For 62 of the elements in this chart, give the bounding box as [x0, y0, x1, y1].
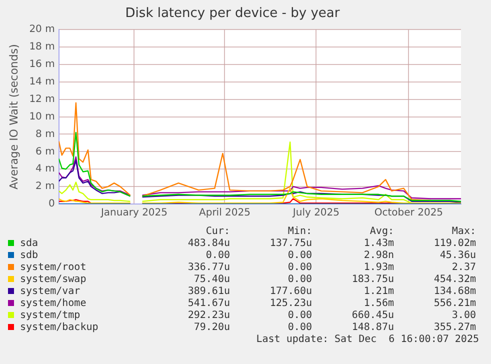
y-tick-label: 6 m	[36, 146, 55, 158]
x-tick-label: October 2025	[374, 208, 444, 219]
legend-label: system/var	[19, 286, 82, 298]
text: 389.61u	[186, 286, 230, 298]
text: 3.00	[450, 310, 476, 322]
y-tick-label: 0	[48, 198, 55, 210]
text: 483.84u	[186, 238, 230, 250]
text: Min:	[286, 226, 312, 238]
text: 79.20u	[192, 322, 230, 334]
text: 541.67u	[186, 298, 230, 310]
y-tick-label: 2 m	[36, 181, 55, 192]
text: Last update: Sat Dec 6 16:00:07 2025	[256, 334, 479, 345]
x-tick-label: April 2025	[198, 208, 250, 219]
text: Max:	[450, 226, 476, 238]
text: 556.21m	[432, 298, 476, 310]
legend-label: system/tmp	[19, 310, 82, 322]
legend-label: system/root	[19, 262, 88, 274]
text: 2.98n	[362, 250, 394, 262]
text: 336.77u	[186, 262, 230, 274]
text: 0.00	[286, 322, 312, 334]
text: 0.00	[286, 274, 312, 286]
legend-label: system/home	[19, 298, 88, 310]
text: 137.75u	[268, 238, 312, 250]
y-tick-label: 18 m	[29, 42, 55, 53]
text: 125.23u	[268, 298, 312, 310]
chart-title: Disk latency per device - by year	[125, 6, 340, 22]
text: 45.36u	[438, 250, 476, 262]
y-tick-label: 16 m	[29, 59, 55, 70]
text: 292.23u	[186, 310, 230, 322]
text: 0.00	[286, 310, 312, 322]
text: 2.37	[450, 262, 476, 274]
y-tick-label: 12 m	[29, 94, 55, 105]
legend-label: sdb	[19, 250, 40, 262]
x-tick-label: July 2025	[292, 208, 340, 219]
text: 1.21m	[362, 286, 394, 298]
text: 0.00	[286, 250, 312, 262]
y-tick-label: 20 m	[29, 24, 55, 36]
text: 75.40u	[192, 274, 230, 286]
text: 119.02m	[432, 238, 476, 250]
text: 1.93m	[362, 262, 394, 274]
y-tick-label: 14 m	[29, 76, 55, 88]
y-axis-title: Average IO Wait (seconds)	[7, 44, 20, 190]
text: 177.60u	[268, 286, 312, 298]
x-tick-label: January 2025	[100, 208, 168, 219]
text: 183.75u	[350, 274, 394, 286]
legend-label: sda	[19, 238, 40, 250]
text: 148.87u	[350, 322, 394, 334]
text: 134.68m	[432, 286, 476, 298]
text: 454.32m	[432, 274, 476, 286]
text: 0.00	[286, 262, 312, 274]
text: Avg:	[368, 226, 394, 238]
text: Cur:	[204, 226, 230, 238]
legend-label: system/swap	[19, 274, 88, 286]
text: 355.27m	[432, 322, 476, 334]
text: 1.56m	[362, 298, 394, 310]
y-tick-label: 10 m	[29, 111, 55, 122]
y-tick-label: 4 m	[36, 164, 55, 175]
text: 0.00	[204, 250, 230, 262]
text: 660.45u	[350, 310, 394, 322]
y-tick-label: 8 m	[36, 128, 55, 140]
legend-label: system/backup	[19, 322, 100, 334]
text: 1.43m	[362, 238, 394, 250]
